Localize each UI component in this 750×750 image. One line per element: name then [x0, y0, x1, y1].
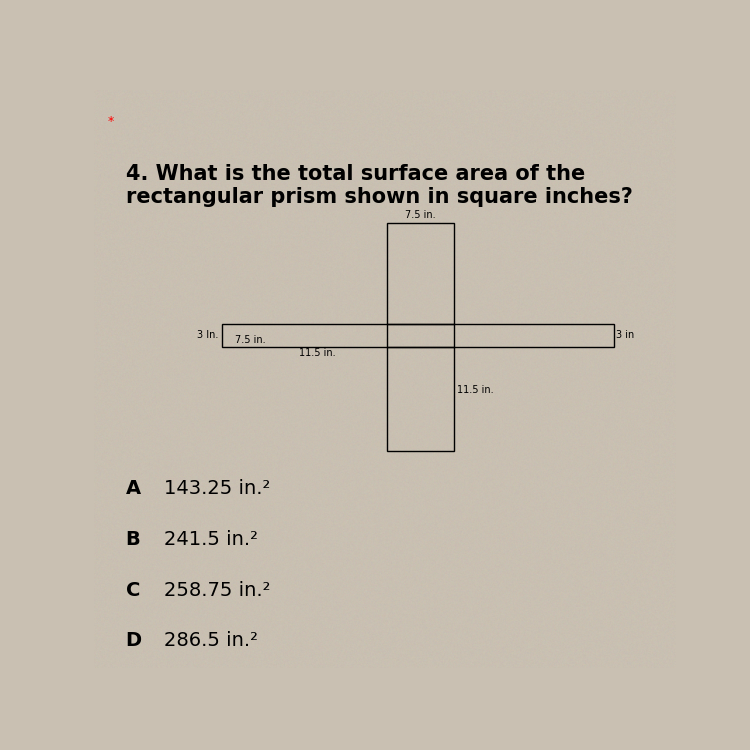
Text: 4. What is the total surface area of the: 4. What is the total surface area of the: [126, 164, 585, 184]
Text: 143.25 in.²: 143.25 in.²: [164, 479, 270, 498]
Text: 3 In.: 3 In.: [197, 330, 219, 340]
Text: 286.5 in.²: 286.5 in.²: [164, 632, 257, 650]
Text: rectangular prism shown in square inches?: rectangular prism shown in square inches…: [126, 187, 632, 207]
Text: *: *: [108, 116, 114, 128]
Text: 241.5 in.²: 241.5 in.²: [164, 530, 257, 549]
Text: 7.5 in.: 7.5 in.: [235, 335, 266, 345]
Text: B: B: [126, 530, 140, 549]
Text: D: D: [126, 632, 142, 650]
Bar: [387, 223, 454, 324]
Bar: [222, 324, 614, 347]
Text: 11.5 in.: 11.5 in.: [457, 386, 494, 395]
Text: 258.75 in.²: 258.75 in.²: [164, 580, 270, 599]
Text: A: A: [126, 479, 141, 498]
Text: 11.5 in.: 11.5 in.: [299, 348, 336, 358]
Text: 3 in: 3 in: [616, 330, 634, 340]
Bar: [387, 347, 454, 451]
Text: 7.5 in.: 7.5 in.: [405, 210, 436, 220]
Text: C: C: [126, 580, 140, 599]
